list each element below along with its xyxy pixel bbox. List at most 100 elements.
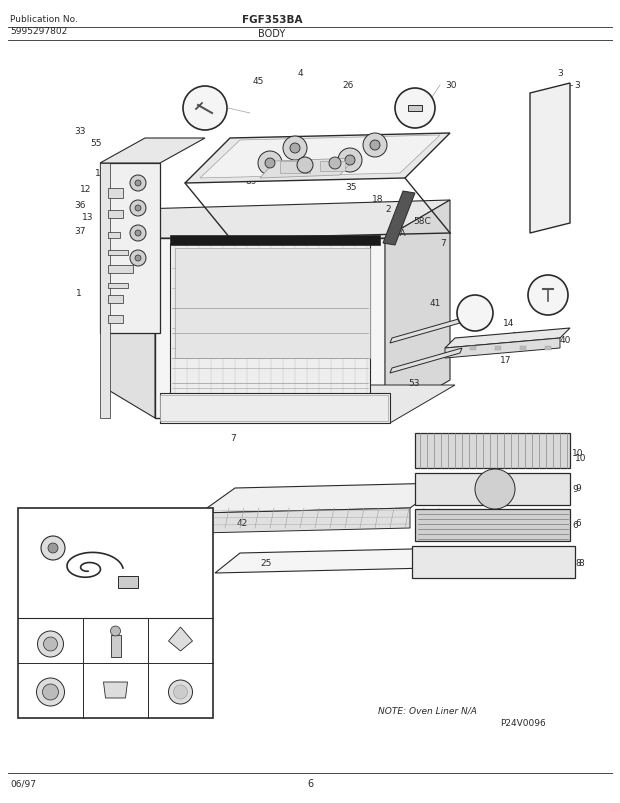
Bar xyxy=(108,283,128,288)
Bar xyxy=(320,161,345,172)
Bar xyxy=(412,546,575,578)
Text: BODY: BODY xyxy=(259,29,286,39)
Polygon shape xyxy=(200,483,445,513)
Text: 15: 15 xyxy=(512,332,523,341)
Circle shape xyxy=(135,230,141,237)
Bar xyxy=(108,233,120,238)
Bar xyxy=(170,236,380,246)
Text: 88: 88 xyxy=(328,171,340,181)
Text: 55: 55 xyxy=(90,140,102,149)
Text: 6: 6 xyxy=(572,521,578,530)
Text: 37: 37 xyxy=(74,227,86,236)
Bar xyxy=(108,266,133,274)
Bar xyxy=(108,210,123,218)
Bar xyxy=(108,251,128,255)
Bar xyxy=(108,316,123,324)
Circle shape xyxy=(135,181,141,187)
Text: 6: 6 xyxy=(575,519,581,528)
Polygon shape xyxy=(185,134,450,184)
Text: 5995297802: 5995297802 xyxy=(10,26,67,35)
Text: Publication No.: Publication No. xyxy=(10,15,78,24)
Polygon shape xyxy=(445,339,560,359)
Polygon shape xyxy=(100,164,110,418)
Text: 30A: 30A xyxy=(188,104,204,113)
Bar xyxy=(415,474,570,505)
Circle shape xyxy=(528,275,568,316)
Circle shape xyxy=(43,684,58,700)
Text: 06/97: 06/97 xyxy=(10,779,36,788)
Circle shape xyxy=(258,152,282,176)
Bar xyxy=(155,238,385,418)
Circle shape xyxy=(329,158,341,169)
Text: 36: 36 xyxy=(74,202,86,210)
Text: 49: 49 xyxy=(88,668,99,677)
Circle shape xyxy=(37,631,63,657)
Bar xyxy=(18,508,213,718)
Text: 8: 8 xyxy=(578,559,584,568)
Text: 12: 12 xyxy=(80,185,91,194)
Polygon shape xyxy=(100,164,160,333)
Text: FGF353BA: FGF353BA xyxy=(242,15,302,25)
Circle shape xyxy=(110,626,120,636)
Circle shape xyxy=(290,144,300,154)
Text: 42: 42 xyxy=(237,519,248,528)
Text: 39: 39 xyxy=(173,519,185,528)
Text: 43: 43 xyxy=(88,624,99,634)
Bar xyxy=(408,106,422,112)
Bar xyxy=(520,347,526,351)
Text: 21: 21 xyxy=(23,624,34,634)
Text: 16: 16 xyxy=(522,344,533,353)
Circle shape xyxy=(265,159,275,169)
Circle shape xyxy=(457,296,493,332)
Text: 17: 17 xyxy=(500,356,511,365)
Bar xyxy=(470,347,476,351)
Polygon shape xyxy=(104,683,128,698)
Bar xyxy=(280,161,310,173)
Circle shape xyxy=(130,226,146,242)
Circle shape xyxy=(43,638,58,651)
Text: 4: 4 xyxy=(298,69,304,79)
Text: 3: 3 xyxy=(574,81,580,91)
Text: 7: 7 xyxy=(440,239,446,248)
Circle shape xyxy=(174,685,187,699)
Bar xyxy=(108,189,123,199)
Circle shape xyxy=(395,89,435,128)
Bar xyxy=(108,296,123,304)
Circle shape xyxy=(338,149,362,173)
Text: 9: 9 xyxy=(575,484,581,493)
Bar xyxy=(160,393,390,423)
Polygon shape xyxy=(445,328,570,349)
Bar xyxy=(545,347,551,351)
Circle shape xyxy=(370,141,380,151)
Text: 7: 7 xyxy=(230,434,236,443)
Circle shape xyxy=(130,251,146,267)
Text: 10: 10 xyxy=(572,449,583,458)
Circle shape xyxy=(48,544,58,553)
Bar xyxy=(160,396,388,422)
Text: eReplacementParts.com: eReplacementParts.com xyxy=(200,339,335,349)
Text: 53: 53 xyxy=(408,379,420,388)
Polygon shape xyxy=(105,201,450,238)
Polygon shape xyxy=(260,159,355,179)
Polygon shape xyxy=(390,319,462,344)
Polygon shape xyxy=(160,385,455,423)
Text: 41: 41 xyxy=(430,300,441,308)
Text: 45: 45 xyxy=(253,77,264,87)
Bar xyxy=(495,347,501,351)
Bar xyxy=(110,635,120,657)
Text: 33: 33 xyxy=(74,128,86,137)
Text: 12: 12 xyxy=(360,362,371,371)
Text: 5: 5 xyxy=(545,291,551,300)
Polygon shape xyxy=(200,136,440,179)
Text: 10: 10 xyxy=(575,454,587,463)
Circle shape xyxy=(169,680,192,704)
Circle shape xyxy=(135,206,141,212)
Polygon shape xyxy=(100,139,205,164)
Polygon shape xyxy=(390,349,462,373)
Text: 30: 30 xyxy=(445,81,456,91)
Polygon shape xyxy=(383,192,415,246)
Circle shape xyxy=(183,87,227,131)
Text: 40: 40 xyxy=(560,336,572,345)
Circle shape xyxy=(130,176,146,192)
Bar xyxy=(415,434,570,468)
